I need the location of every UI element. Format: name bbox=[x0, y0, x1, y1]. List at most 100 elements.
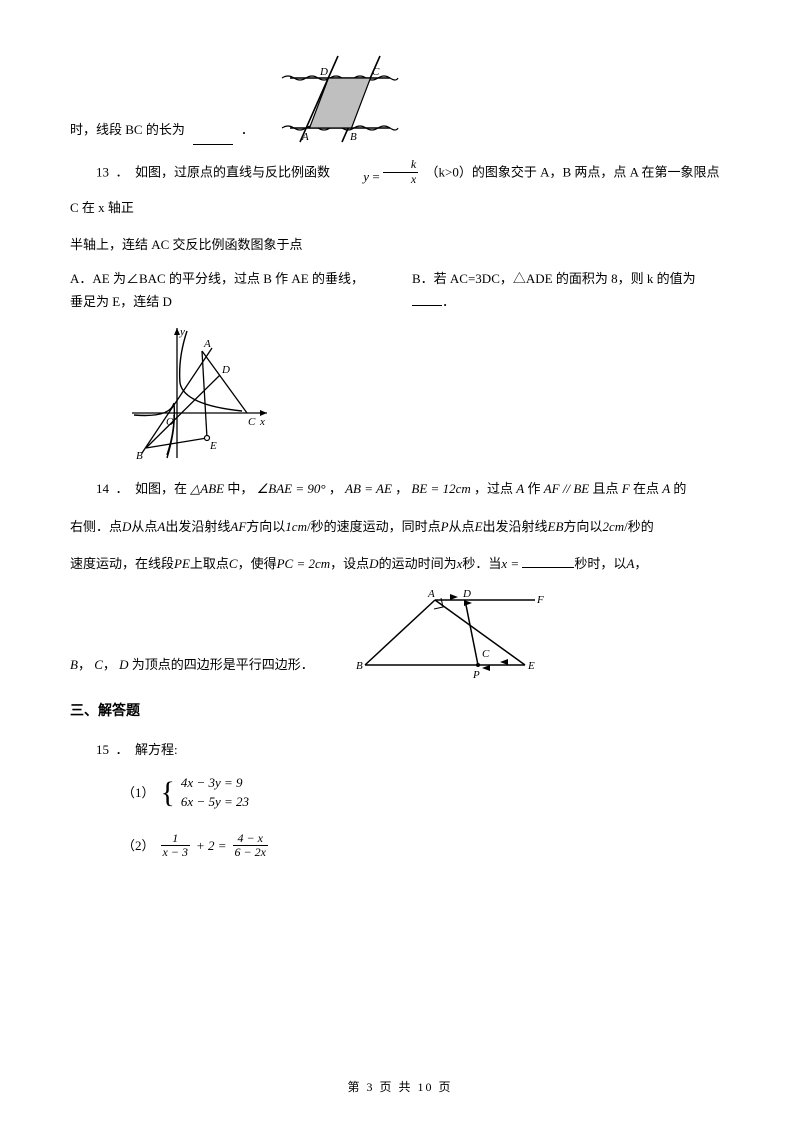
q13-colA-1: A．AE 为∠BAC 的平分线，过点 B 作 AE 的垂线， bbox=[70, 267, 388, 290]
q15-num: 15 bbox=[96, 742, 109, 757]
q14-line4-row: B， C， D 为顶点的四边形是平行四边形． A D F B C E P bbox=[70, 585, 730, 680]
q14-l3c: ，使得 bbox=[238, 556, 277, 571]
q14-figure: A D F B C E P bbox=[350, 585, 550, 680]
q14-EB: EB bbox=[548, 519, 564, 534]
q14-D2: D bbox=[369, 556, 378, 571]
svg-text:D: D bbox=[319, 66, 328, 78]
q15-p1-eq2: 6x − 5y = 23 bbox=[181, 792, 249, 812]
q12-prefix: 时，线段 BC 的长为 bbox=[70, 114, 185, 145]
q14-F: F bbox=[622, 481, 630, 496]
q14-t7: 且点 bbox=[592, 481, 618, 496]
footer-text: 第 3 页 共 10 页 bbox=[347, 1080, 452, 1094]
q14-l3h: ， bbox=[634, 556, 647, 571]
q14-l2f: 从点 bbox=[449, 519, 475, 534]
q14-line4: B， C， D 为顶点的四边形是平行四边形． bbox=[70, 649, 314, 680]
q15-p2-rhs: 4 − x 6 − 2x bbox=[233, 832, 268, 859]
q15-part1: （1） { 4x − 3y = 9 6x − 5y = 23 bbox=[122, 773, 730, 812]
q13-line2: 半轴上，连结 AC 交反比例函数图象于点 bbox=[70, 229, 730, 260]
svg-text:x: x bbox=[259, 416, 265, 428]
q14-t1: 如图，在 bbox=[135, 481, 187, 496]
svg-text:F: F bbox=[536, 594, 544, 606]
q14-A: A bbox=[516, 481, 524, 496]
svg-text:B: B bbox=[350, 131, 357, 143]
q14-l3e: 的运动时间为 bbox=[379, 556, 457, 571]
q14-l4b: ， bbox=[78, 657, 91, 672]
q14-l4f: 为顶点的四边形是平行四边形． bbox=[132, 657, 314, 672]
q14-l3d: ，设点 bbox=[330, 556, 369, 571]
q13-colB-2: ． bbox=[412, 290, 730, 313]
svg-text:C: C bbox=[372, 66, 380, 78]
q15-p2-plus: + 2 = bbox=[196, 830, 227, 861]
svg-text:D: D bbox=[462, 588, 471, 600]
svg-text:E: E bbox=[527, 660, 535, 672]
q14-l2h: 方向以 bbox=[563, 519, 602, 534]
svg-text:A: A bbox=[301, 131, 309, 143]
q14-l2d: 方向以 bbox=[246, 519, 285, 534]
q14-sp1: 1cm bbox=[285, 519, 307, 534]
q14-line1: 14 ． 如图，在 △ABE 中， ∠BAE = 90° ， AB = AE ，… bbox=[70, 473, 730, 504]
q13-blank bbox=[412, 292, 442, 306]
q14-PE: PE bbox=[174, 556, 190, 571]
svg-text:D: D bbox=[221, 364, 230, 376]
q14-sp2: 2cm bbox=[602, 519, 624, 534]
q14-line2: 右侧．点D从点A出发沿射线AF方向以1cm/秒的速度运动，同时点P从点E出发沿射… bbox=[70, 511, 730, 542]
q14-t6: 作 bbox=[527, 481, 540, 496]
q14-pc: PC = 2cm bbox=[277, 556, 331, 571]
q15-part2: （2） 1 x − 3 + 2 = 4 − x 6 − 2x bbox=[122, 830, 730, 861]
q13-frac: k x bbox=[383, 158, 418, 185]
svg-text:P: P bbox=[472, 669, 480, 680]
q13-figure: y x O A D C E B bbox=[122, 323, 730, 463]
q14-l4a: B bbox=[70, 657, 78, 672]
q13-choices: A．AE 为∠BAC 的平分线，过点 B 作 AE 的垂线， 垂足为 E，连结 … bbox=[70, 267, 730, 314]
q13-num: 13 bbox=[96, 165, 109, 180]
svg-text:y: y bbox=[179, 326, 185, 338]
q14-P: P bbox=[441, 519, 449, 534]
q14-AF2: AF bbox=[230, 519, 246, 534]
q15-title: 15 ． 解方程: bbox=[70, 734, 730, 765]
q12-row: 时，线段 BC 的长为 ． D C A B bbox=[70, 50, 730, 145]
q14-l2i: /秒的 bbox=[624, 519, 654, 534]
q14-E: E bbox=[475, 519, 483, 534]
svg-text:C: C bbox=[482, 648, 490, 660]
svg-text:B: B bbox=[356, 660, 363, 672]
q14-t4: ， bbox=[395, 481, 408, 496]
q14-t8: 在点 bbox=[633, 481, 659, 496]
q14-blank bbox=[522, 554, 574, 568]
q14-l4e: D bbox=[119, 657, 128, 672]
q14-xeq: x = bbox=[501, 556, 522, 571]
q14-eq2: BE = 12cm bbox=[411, 481, 470, 496]
q13-colA: A．AE 为∠BAC 的平分线，过点 B 作 AE 的垂线， 垂足为 E，连结 … bbox=[70, 267, 388, 314]
section3-title: 三、解答题 bbox=[70, 694, 730, 728]
q14-l3a: 速度运动，在线段 bbox=[70, 556, 174, 571]
q14-C: C bbox=[229, 556, 238, 571]
q14-l2g: 出发沿射线 bbox=[483, 519, 548, 534]
q15-p1-eqs: 4x − 3y = 9 6x − 5y = 23 bbox=[181, 773, 249, 812]
brace-icon: { bbox=[161, 782, 175, 803]
q14-D: D bbox=[122, 519, 131, 534]
page-footer: 第 3 页 共 10 页 bbox=[0, 1073, 800, 1102]
q14-t5: ，过点 bbox=[474, 481, 513, 496]
q14-eq1: AB = AE bbox=[345, 481, 392, 496]
q12-figure: D C A B bbox=[280, 50, 400, 145]
q13-line1: 13 ． 如图，过原点的直线与反比例函数 y = k x （k>0）的图象交于 … bbox=[70, 155, 730, 223]
q14-num: 14 bbox=[96, 481, 109, 496]
svg-text:C: C bbox=[248, 416, 256, 428]
q15-dot: ． bbox=[116, 742, 129, 757]
q14-l3f: 秒．当 bbox=[462, 556, 501, 571]
q13-eq: = bbox=[372, 169, 379, 184]
q14-l3g: 秒时，以 bbox=[574, 556, 626, 571]
q13-t1a: 如图，过原点的直线与反比例函数 bbox=[135, 165, 330, 180]
q13-colB-suffix: ． bbox=[442, 294, 455, 309]
q13-colB: B．若 AC=3DC，△ADE 的面积为 8，则 k 的值为 ． bbox=[412, 267, 730, 314]
q13-dot: ． bbox=[116, 165, 129, 180]
q14-dot: ． bbox=[116, 481, 129, 496]
q14-line3: 速度运动，在线段PE上取点C，使得PC = 2cm，设点D的运动时间为x秒．当x… bbox=[70, 548, 730, 579]
q14-l2c: 出发沿射线 bbox=[165, 519, 230, 534]
q14-A2: A bbox=[662, 481, 670, 496]
svg-text:O: O bbox=[166, 416, 174, 428]
q14-l2a: 右侧．点 bbox=[70, 519, 122, 534]
q14-ang: ∠BAE = 90° bbox=[257, 481, 326, 496]
q14-l4c: C bbox=[94, 657, 103, 672]
q15-text: 解方程: bbox=[135, 742, 178, 757]
q14-t2: 中， bbox=[227, 481, 253, 496]
